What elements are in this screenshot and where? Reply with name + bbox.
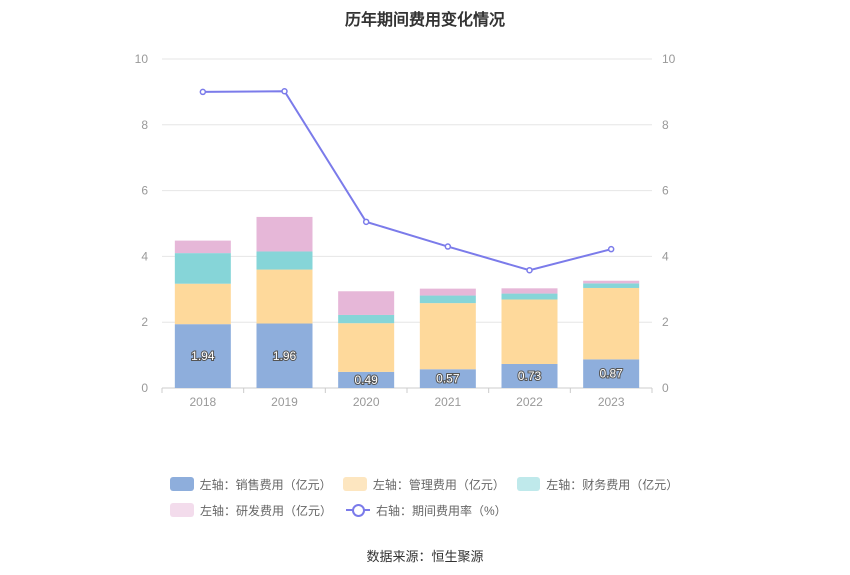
- chart-title: 历年期间费用变化情况: [344, 12, 505, 29]
- expense-ratio-point: [281, 87, 288, 95]
- bar-value-label: 1.96: [273, 349, 297, 363]
- legend: 左轴：销售费用（亿元） 左轴：管理费用（亿元） 左轴：财务费用（亿元） 左轴：研…: [170, 471, 690, 523]
- bar-segment: [419, 288, 476, 296]
- bar-segment: [419, 295, 476, 304]
- bar-value-label: 0.87: [599, 367, 623, 381]
- y-right-tick-label: 0: [662, 381, 669, 395]
- legend-swatch-finance: [516, 477, 541, 491]
- bar-segment: [338, 314, 395, 324]
- y-right-tick-label: 10: [662, 52, 676, 66]
- bar-segment: [501, 299, 558, 364]
- bar-value-label: 0.57: [436, 372, 460, 386]
- x-tick-label: 2021: [434, 395, 461, 409]
- legend-row-2: 左轴：研发费用（亿元） 右轴：期间费用率（%）: [170, 497, 690, 523]
- bar-segment: [501, 293, 558, 300]
- legend-item-expense-ratio[interactable]: 右轴：期间费用率（%）: [346, 502, 507, 519]
- bar-segment: [501, 363, 558, 388]
- y-left-tick-label: 0: [141, 381, 148, 395]
- expense-ratio-point: [526, 266, 533, 274]
- legend-label-rnd: 左轴：研发费用（亿元）: [200, 503, 333, 518]
- legend-item-finance[interactable]: 左轴：财务费用（亿元）: [516, 476, 679, 493]
- expense-ratio-point: [199, 88, 207, 96]
- y-right-tick-label: 8: [662, 118, 669, 132]
- y-left-tick-label: 10: [135, 52, 149, 66]
- bar-segment: [419, 303, 476, 370]
- legend-swatch-sales: [170, 477, 194, 491]
- bar-segment: [583, 287, 640, 360]
- bar-segment: [256, 251, 313, 270]
- y-right-tick-label: 4: [662, 249, 669, 263]
- y-left-tick-label: 8: [141, 118, 148, 132]
- y-left-tick-label: 4: [141, 249, 148, 263]
- x-tick-label: 2022: [516, 395, 543, 409]
- x-tick-label: 2019: [271, 395, 298, 409]
- x-tick-label: 2023: [598, 395, 625, 409]
- bar-segment: [338, 323, 395, 372]
- x-tick-label: 2018: [189, 395, 216, 409]
- chart-canvas: 0 0 2 2 4 4 6 6 8 8 10 10 1.94 2018 1.96 2019 0.49 2020 0.…: [135, 52, 676, 409]
- legend-label-sales: 左轴：销售费用（亿元）: [199, 477, 332, 492]
- bar-segment: [174, 283, 231, 325]
- bar-segment: [501, 288, 558, 294]
- bar-segment: [583, 359, 640, 388]
- bar-segment: [256, 216, 313, 252]
- legend-item-admin[interactable]: 左轴：管理费用（亿元）: [343, 476, 505, 493]
- bar-segment: [419, 369, 476, 388]
- y-right-tick-label: 6: [662, 184, 669, 198]
- legend-item-sales[interactable]: 左轴：销售费用（亿元）: [170, 476, 332, 493]
- expense-ratio-line: [202, 90, 612, 272]
- data-source: 数据来源：恒生聚源: [366, 549, 484, 564]
- legend-row-1: 左轴：销售费用（亿元） 左轴：管理费用（亿元） 左轴：财务费用（亿元）: [170, 471, 690, 497]
- bar-segment: [338, 371, 395, 388]
- bar-segment: [583, 280, 640, 284]
- y-left-tick-label: 2: [141, 315, 148, 329]
- y-right-tick-label: 2: [662, 315, 669, 329]
- legend-label-finance: 左轴：财务费用（亿元）: [546, 477, 679, 492]
- bar-segment: [338, 291, 395, 315]
- bar-segment: [174, 240, 231, 254]
- y-left-tick-label: 6: [141, 184, 148, 198]
- legend-label-expense-ratio: 右轴：期间费用率（%）: [376, 503, 507, 518]
- bar-value-label: 0.49: [354, 373, 378, 387]
- legend-label-admin: 左轴：管理费用（亿元）: [372, 477, 505, 492]
- bar-segment: [174, 253, 231, 284]
- bar-value-label: 0.73: [518, 369, 542, 383]
- expense-ratio-point: [444, 243, 452, 250]
- bar-segment: [174, 324, 231, 388]
- expense-ratio-point: [362, 218, 370, 226]
- x-tick-label: 2020: [353, 395, 380, 409]
- legend-line-marker-icon: [346, 503, 371, 517]
- expense-ratio-point: [607, 245, 615, 253]
- bar-segment: [583, 283, 640, 288]
- legend-item-rnd[interactable]: 左轴：研发费用（亿元）: [170, 502, 332, 519]
- bar-segment: [256, 323, 313, 388]
- legend-swatch-rnd: [170, 503, 194, 517]
- legend-swatch-admin: [343, 477, 367, 491]
- bar-value-label: 1.94: [191, 349, 215, 363]
- bar-segment: [256, 269, 313, 324]
